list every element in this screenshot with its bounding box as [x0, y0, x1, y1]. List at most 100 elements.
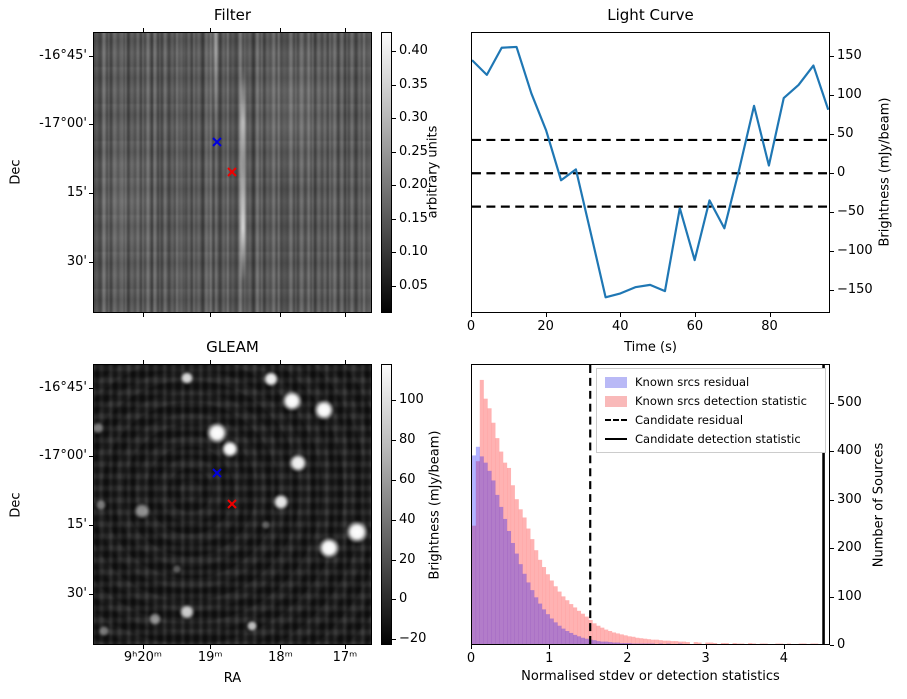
x-tick-label: 60: [686, 319, 704, 334]
histogram-bar: [619, 643, 624, 644]
histogram-bar: [542, 609, 547, 644]
red-cross-marker: [227, 499, 238, 510]
gleam-source-blob: [206, 422, 228, 444]
y-tick-label: 0: [837, 637, 846, 652]
colorbar-tick-mark: [392, 84, 396, 86]
filter-colorbar: [381, 32, 392, 313]
gleam-source-blob: [318, 537, 340, 559]
colorbar-tick-label: 20: [399, 551, 416, 567]
histogram-bar: [549, 618, 554, 644]
histogram-bar: [635, 637, 640, 644]
y-tick-label: 200: [837, 540, 862, 556]
histogram-bar: [499, 451, 504, 644]
filter-ylabel: Dec: [8, 159, 24, 185]
y-tick-mark: [830, 290, 834, 292]
histogram-bar: [580, 637, 585, 644]
x-tick-mark-top: [280, 28, 282, 32]
red-cross-icon: [227, 167, 237, 177]
y-tick-mark: [89, 192, 93, 194]
legend-row: Candidate residual: [605, 413, 817, 427]
histogram-bar: [569, 604, 574, 644]
x-tick-mark-top: [210, 360, 212, 364]
x-tick-label: 1: [545, 651, 554, 666]
red-cross-marker: [227, 167, 238, 178]
histogram-bar: [557, 625, 562, 644]
histogram-bar: [553, 586, 558, 644]
colorbar-tick-label: 0.30: [399, 110, 428, 126]
legend-label: Known srcs detection statistic: [635, 394, 807, 408]
histogram-bar: [596, 625, 601, 644]
x-tick-mark: [471, 645, 472, 649]
colorbar-tick-mark: [392, 151, 396, 153]
y-tick-label: −150: [837, 282, 873, 298]
colorbar-tick-label: 0.20: [399, 177, 428, 193]
x-tick-mark: [769, 313, 771, 317]
colorbar-tick-mark: [392, 479, 396, 481]
histogram-bar: [565, 600, 570, 644]
gleam-source-blob: [94, 421, 105, 434]
gleam-title: GLEAM: [206, 338, 259, 356]
y-tick-label: 100: [837, 588, 862, 604]
x-tick-mark: [344, 313, 346, 317]
histogram-bar: [705, 642, 710, 644]
x-tick-mark: [694, 313, 696, 317]
colorbar-tick-label: 80: [399, 431, 416, 447]
x-tick-label: 0: [466, 319, 476, 334]
histogram-bar: [709, 642, 714, 644]
x-tick-mark-top: [142, 28, 144, 32]
histogram-bar: [682, 641, 687, 644]
x-tick-label: 9ʰ20ᵐ: [123, 650, 163, 665]
y-tick-label: 150: [837, 48, 862, 64]
histogram-bar: [569, 632, 574, 644]
blue-cross-marker: [212, 137, 223, 148]
x-tick-label: 20: [537, 319, 554, 334]
x-tick-mark: [705, 645, 707, 649]
histogram-bar: [510, 485, 515, 644]
histogram-bar: [573, 634, 578, 644]
histogram-bar: [573, 607, 578, 644]
light-curve-title: Light Curve: [607, 6, 694, 24]
histogram-bar: [615, 642, 620, 644]
histogram-svg: [472, 365, 825, 644]
histogram-bar: [627, 643, 632, 644]
colorbar-tick-mark: [392, 185, 396, 187]
legend-row: Known srcs detection statistic: [605, 394, 817, 408]
x-tick-mark: [549, 645, 551, 649]
legend-swatch-known-detstat: [605, 395, 627, 407]
legend-label: Candidate detection statistic: [635, 432, 801, 446]
y-tick-mark: [89, 524, 93, 526]
histogram-bar: [549, 580, 554, 644]
y-tick-label: -17°00': [39, 115, 87, 131]
colorbar-tick-label: 0: [399, 591, 408, 607]
histogram-bar: [553, 622, 558, 644]
histogram-bar: [662, 640, 667, 644]
histogram-bar: [577, 610, 582, 644]
y-tick-mark: [89, 387, 93, 389]
histogram-bar: [592, 623, 597, 644]
filter-title: Filter: [213, 6, 252, 24]
light-curve-line: [472, 45, 829, 299]
histogram-bar: [643, 638, 648, 644]
histogram-bar: [526, 528, 531, 644]
gleam-ylabel: Dec: [8, 492, 24, 518]
histogram-bar: [608, 642, 613, 644]
gleam-source-blob: [282, 391, 303, 412]
histogram-bar: [647, 639, 652, 644]
colorbar-tick-label: 0.10: [399, 244, 428, 260]
y-tick-label: 50: [837, 126, 854, 142]
y-tick-label: −100: [837, 243, 873, 259]
histogram-bar: [627, 636, 632, 644]
light-curve-plot: [471, 32, 830, 313]
histogram-plot: Known srcs residual Known srcs detection …: [471, 364, 830, 645]
x-tick-mark-top: [280, 360, 282, 364]
y-tick-mark: [830, 56, 834, 58]
gleam-source-blob: [179, 604, 195, 620]
gleam-source-blob: [261, 520, 271, 530]
x-tick-label: 4: [779, 651, 788, 666]
histogram-bar: [612, 642, 617, 644]
histogram-bar: [678, 641, 683, 644]
histogram-bar: [534, 550, 539, 644]
y-tick-mark: [89, 593, 93, 595]
y-tick-label: -16°45': [39, 47, 87, 63]
histogram-bar: [479, 379, 484, 644]
